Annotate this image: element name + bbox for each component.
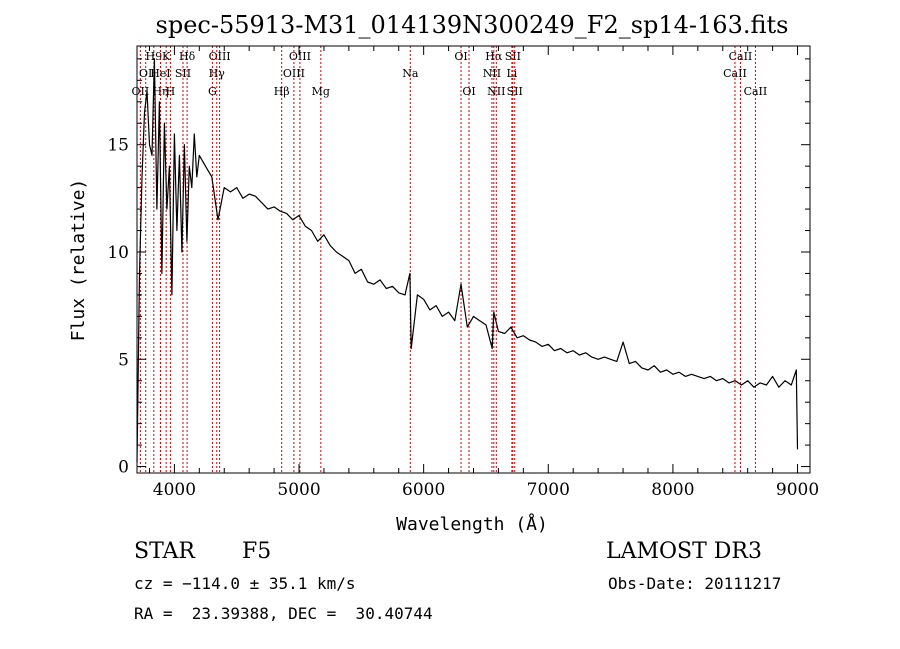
line-marker-label: CaII [723,67,747,80]
line-marker-label: CaII [729,50,753,63]
line-marker-label: OIII [209,50,231,63]
survey-label: LAMOST DR3 [606,539,762,564]
x-axis-label: Wavelength (Å) [396,513,548,535]
line-marker-label: K [162,50,171,63]
line-marker-label: G [208,85,217,98]
line-marker-label: Mg [312,85,330,98]
x-tick-label: 7000 [527,480,570,500]
y-tick-label: 5 [118,350,129,370]
line-marker-label: OIII [289,50,311,63]
x-tick-label: 9000 [776,480,819,500]
x-tick-label: 5000 [277,480,320,500]
subclass-label: F5 [242,539,272,564]
y-axis-label: Flux (relative) [68,179,89,342]
x-tick-label: 8000 [651,480,694,500]
line-marker-label: OI [139,67,152,80]
line-marker-label: OIII [283,67,305,80]
line-marker-label: H [166,85,176,98]
y-tick-label: 15 [107,136,129,156]
y-axis-ticks: 0 5 10 15 [107,58,810,478]
class-label: STAR [134,539,195,564]
line-marker-label: SII [175,67,191,80]
chart-title: spec-55913-M31_014139N300249_F2_sp14-163… [156,11,789,39]
x-tick-label: 6000 [402,480,445,500]
line-marker-label: H9 [146,50,163,63]
line-marker-label: OII [132,85,150,98]
line-marker-label: HeI [150,67,170,80]
cz-readout: cz = −114.0 ± 35.1 km/s [134,574,356,593]
spectrum-trace [136,58,799,463]
y-tick-label: 0 [118,458,129,478]
plot-frame [136,45,811,474]
line-marker-label: Li [506,67,517,80]
line-marker-label: OI [462,85,475,98]
line-marker-label: Hγ [209,67,226,80]
line-marker-label: OI [454,50,467,63]
spectrum-line [136,58,799,463]
line-marker-label: Hδ [179,50,196,63]
obs-date: Obs-Date: 20111217 [608,574,782,593]
x-tick-label: 4000 [153,480,196,500]
line-marker-label: CaII [744,85,768,98]
line-marker-label: Na [402,67,419,80]
line-marker-label: SII [505,50,521,63]
line-marker-label: Hβ [274,85,290,98]
line-marker-label: Hα [485,50,503,63]
ra-dec-readout: RA = 23.39388, DEC = 30.40744 [134,604,433,623]
line-marker-label: NII [487,85,505,98]
y-tick-label: 10 [107,243,129,263]
line-marker-label: SII [507,85,523,98]
x-axis-ticks: 4000 5000 6000 7000 8000 9000 [148,46,819,500]
line-marker-label: NII [483,67,501,80]
